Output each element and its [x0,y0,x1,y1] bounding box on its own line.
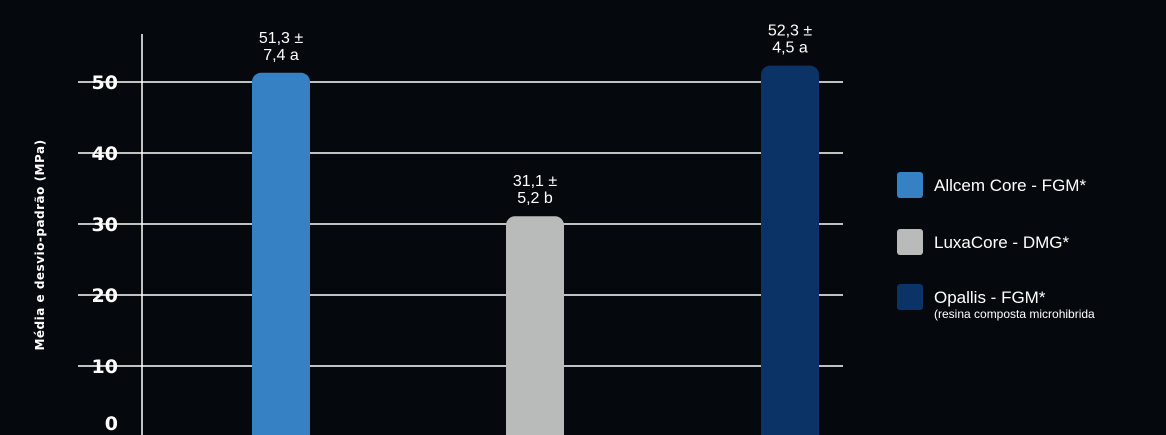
y-tick-label: 50 [92,72,118,94]
legend-label: Opallis - FGM* [934,288,1046,307]
y-tick-label: 30 [92,214,118,236]
bars [252,65,819,435]
legend-swatch [897,172,923,198]
data-label: 51,3 ± [259,30,304,47]
y-tick-label: 0 [105,413,118,435]
legend-swatch [897,284,923,310]
bar [506,216,564,435]
data-label: 7,4 a [263,47,299,64]
grid-lines [78,81,843,367]
y-tick-label: 40 [92,143,118,165]
legend-label: LuxaCore - DMG* [934,233,1069,252]
legend: Allcem Core - FGM* LuxaCore - DMG* Opallis… [897,172,1095,321]
data-label: 31,1 ± [513,173,558,190]
data-label: 4,5 a [772,40,808,57]
y-tick-label: 10 [92,356,118,378]
y-tick-label: 20 [92,285,118,307]
y-axis-ticks: 0 10 20 30 40 50 [92,72,118,435]
data-label: 52,3 ± [768,23,813,40]
legend-note: (resina composta microhibrida [934,307,1095,321]
data-labels: 51,3 ±7,4 a 31,1 ±5,2 b 52,3 ±4,5 a [259,23,813,208]
legend-swatch [897,229,923,255]
y-axis-label: Média e desvio-padrão (MPa) [33,139,47,350]
bar [252,72,310,435]
legend-label: Allcem Core - FGM* [934,176,1086,195]
data-label: 5,2 b [517,190,553,207]
bar [761,65,819,435]
